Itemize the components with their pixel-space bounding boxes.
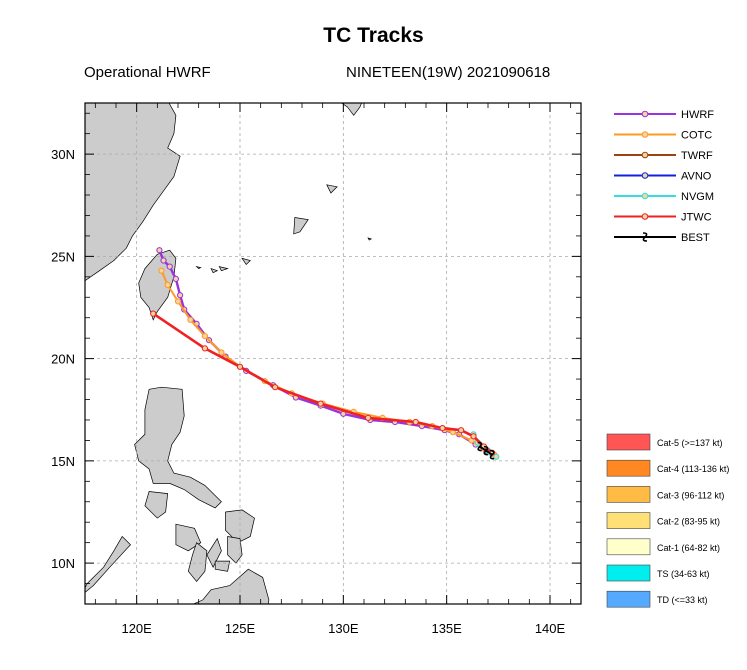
- legend-label-avno: AVNO: [681, 171, 712, 183]
- track-point-jtwc: [201, 345, 208, 352]
- track-point-jtwc: [470, 433, 477, 440]
- y-tick-label: 30N: [51, 147, 75, 162]
- iriomote-island: [210, 267, 219, 274]
- track-point-jtwc: [317, 400, 324, 407]
- y-tick-label: 10N: [51, 556, 75, 571]
- chart-title: TC Tracks: [323, 24, 424, 47]
- model-legend: HWRF COTC TWRF AVNO NVGM JTWC BEST: [614, 109, 714, 244]
- legend-best-symbol: [642, 232, 648, 242]
- y-tick-label: 20N: [51, 352, 75, 367]
- track-point-cotc: [174, 298, 182, 305]
- legend-label-nvgm: NVGM: [681, 191, 714, 203]
- y-tick-label: 25N: [51, 249, 75, 264]
- intensity-swatch: [606, 459, 651, 477]
- y-tick-label: 15N: [51, 454, 75, 469]
- intensity-label: TD (<=33 kt): [657, 595, 708, 605]
- ishigaki-island: [218, 266, 229, 272]
- intensity-label: Cat-3 (96-112 kt): [657, 490, 724, 500]
- mindanao-island: [192, 568, 270, 604]
- mindoro-island: [144, 491, 169, 519]
- intensity-swatch: [606, 512, 651, 529]
- track-point-jtwc: [365, 414, 372, 421]
- leyte-island: [227, 536, 243, 564]
- grid-layer: [85, 103, 581, 604]
- best-track-symbol: [477, 441, 483, 452]
- legend-marker-avno: [641, 172, 649, 179]
- track-point-hwrf: [177, 292, 184, 299]
- land-layer: [85, 103, 373, 604]
- amami-island: [326, 184, 338, 194]
- intensity-label: TS (34-63 kt): [657, 569, 710, 579]
- track-point-jtwc: [412, 418, 419, 426]
- track-point-nvgm: [493, 453, 500, 460]
- intensity-label: Cat-5 (>=137 kt): [657, 438, 723, 448]
- map-frame: [84, 102, 582, 605]
- legend-label-twrf: TWRF: [681, 150, 713, 162]
- china-mainland: [85, 103, 181, 282]
- x-tick-label: 135E: [431, 621, 462, 636]
- legend-label-hwrf: HWRF: [681, 109, 714, 121]
- intensity-swatch: [606, 590, 651, 608]
- cebu-island: [206, 537, 222, 568]
- intensity-swatch: [606, 538, 651, 556]
- track-point-jtwc: [272, 384, 279, 391]
- storm-subtitle: NINETEEN(19W) 2021090618: [346, 64, 551, 81]
- best-track-symbol: [483, 445, 489, 456]
- track-point-jtwc: [236, 363, 244, 370]
- legend-marker-jtwc: [641, 213, 649, 220]
- track-point-cotc: [164, 281, 171, 289]
- x-tick-label: 125E: [225, 621, 256, 636]
- track-point-hwrf: [166, 263, 173, 270]
- miyako-island: [241, 257, 251, 266]
- legend-marker-twrf: [641, 151, 649, 159]
- x-tick-label: 120E: [121, 621, 152, 636]
- best-track-symbol: [489, 449, 495, 460]
- intensity-swatch: [606, 564, 651, 582]
- legend-label-best: BEST: [681, 232, 710, 244]
- negros-island: [187, 542, 208, 583]
- intensity-swatch: [606, 433, 651, 451]
- track-point-cotc: [158, 267, 165, 274]
- intensity-label: Cat-2 (83-95 kt): [657, 517, 720, 527]
- daito-island: [367, 237, 373, 241]
- model-subtitle: Operational HWRF: [84, 64, 211, 81]
- track-point-cotc: [201, 333, 208, 340]
- samar-island: [225, 509, 255, 544]
- tick-layer: 120E 125E 130E 135E 140E 10N 15N 20N 25N 30N: [51, 103, 581, 636]
- intensity-label: Cat-4 (113-136 kt): [657, 464, 729, 474]
- legend-label-cotc: COTC: [681, 130, 712, 142]
- track-point-jtwc: [150, 310, 157, 317]
- legend-marker-cotc: [641, 131, 649, 138]
- okinawa-island: [293, 217, 309, 235]
- kyushu-coast: [341, 103, 362, 116]
- yonaguni-island: [195, 265, 202, 270]
- intensity-label: Cat-1 (64-82 kt): [657, 543, 720, 553]
- track-point-hwrf: [172, 275, 179, 282]
- intensity-legend: Cat-5 (>=137 kt) Cat-4 (113-136 kt) Cat-3 …: [606, 433, 729, 608]
- bohol-island: [214, 560, 231, 572]
- track-point-hwrf: [160, 257, 167, 264]
- panay-island: [175, 523, 202, 552]
- track-point-cotc: [187, 316, 194, 323]
- track-layer: [150, 247, 500, 460]
- legend-marker-hwrf: [641, 110, 649, 118]
- track-point-hwrf: [156, 247, 163, 254]
- palawan-island: [85, 535, 131, 593]
- legend-marker-nvgm: [641, 192, 649, 200]
- x-tick-label: 140E: [535, 621, 566, 636]
- legend-label-jtwc: JTWC: [681, 212, 712, 224]
- track-point-jtwc: [458, 427, 465, 434]
- track-point-cotc: [218, 349, 225, 356]
- intensity-swatch: [606, 486, 651, 503]
- track-point-jtwc: [439, 425, 446, 432]
- x-tick-label: 130E: [328, 621, 359, 636]
